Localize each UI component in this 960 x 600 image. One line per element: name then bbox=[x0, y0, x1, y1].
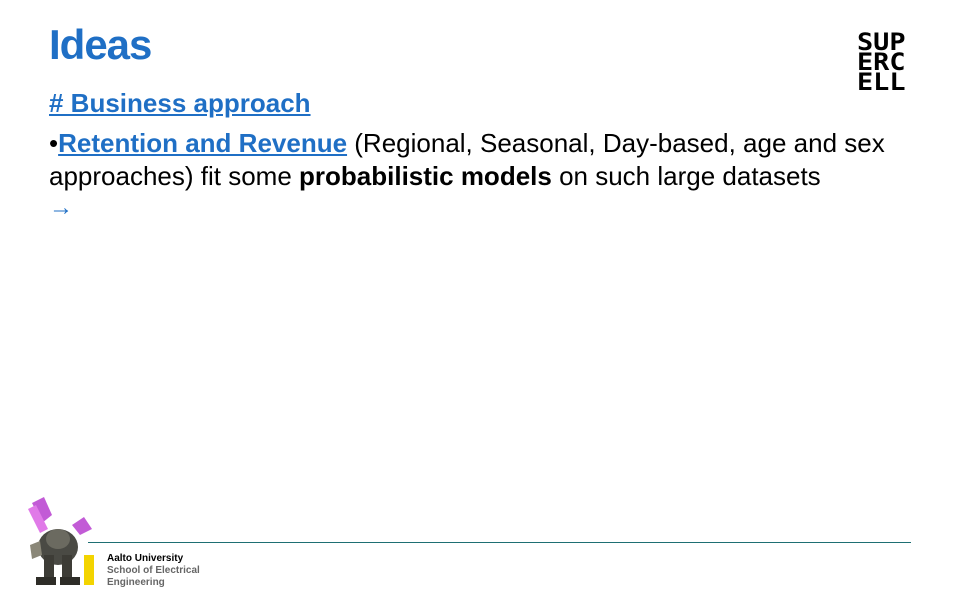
supercell-logo: SUP ERC ELL bbox=[857, 32, 935, 92]
bold-phrase: probabilistic models bbox=[299, 161, 552, 191]
arrow-right-icon: → bbox=[49, 193, 944, 223]
footer-school-line-1: School of Electrical bbox=[107, 565, 200, 577]
footer-school-line-2: Engineering bbox=[107, 577, 200, 589]
footer-divider bbox=[88, 542, 911, 543]
retention-revenue-link[interactable]: Retention and Revenue bbox=[58, 128, 347, 158]
subheading-link[interactable]: # Business approach bbox=[49, 88, 311, 119]
footer-university: Aalto University bbox=[107, 553, 200, 565]
bullet-marker: • bbox=[49, 128, 58, 158]
logo-line-3: ELL bbox=[857, 72, 944, 92]
bullet-paragraph: •Retention and Revenue (Regional, Season… bbox=[49, 127, 944, 223]
footer-affiliation: Aalto University School of Electrical En… bbox=[107, 553, 200, 589]
bullet-text-end: on such large datasets bbox=[552, 161, 821, 191]
slide-title: Ideas bbox=[49, 24, 151, 66]
